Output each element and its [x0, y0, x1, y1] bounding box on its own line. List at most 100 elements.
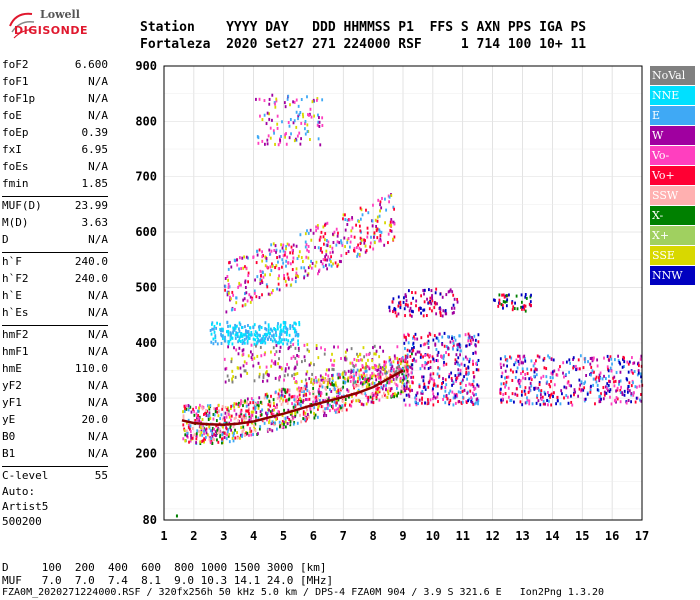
echo-point	[279, 138, 282, 142]
echo-point	[282, 400, 284, 404]
echo-point	[403, 335, 406, 339]
echo-point	[373, 344, 376, 348]
echo-point	[524, 293, 527, 297]
echo-point	[283, 338, 285, 342]
echo-point	[546, 380, 549, 384]
echo-point	[433, 379, 436, 383]
echo-point	[429, 360, 432, 364]
echo-point	[261, 337, 264, 341]
echo-point	[303, 386, 305, 390]
echo-point	[455, 376, 458, 380]
echo-point	[445, 362, 448, 366]
echo-point	[292, 256, 295, 260]
echo-point	[584, 360, 586, 364]
echo-point	[274, 390, 277, 394]
echo-point	[436, 392, 439, 396]
echo-point	[283, 422, 285, 426]
echo-point	[235, 301, 238, 305]
echo-point	[294, 372, 297, 376]
echo-point	[500, 375, 503, 379]
echo-point	[296, 387, 299, 391]
echo-point	[255, 344, 257, 348]
echo-point	[243, 337, 246, 341]
echo-point	[403, 358, 406, 362]
echo-point	[421, 401, 423, 405]
echo-point	[209, 429, 212, 433]
echo-point	[543, 356, 546, 360]
echo-point	[436, 336, 439, 340]
echo-point	[357, 219, 359, 223]
echo-point	[211, 437, 214, 441]
echo-point	[211, 426, 214, 430]
param-name: MUF(D)	[2, 199, 42, 212]
echo-point	[189, 405, 192, 409]
echo-point	[472, 379, 475, 383]
echo-point	[353, 386, 355, 390]
echo-point	[278, 395, 281, 399]
echo-point	[283, 277, 286, 281]
echo-point	[190, 433, 192, 437]
echo-point	[185, 404, 187, 408]
echo-point	[404, 403, 407, 407]
echo-point	[226, 411, 229, 415]
echo-point	[328, 368, 330, 372]
echo-point	[620, 385, 622, 389]
echo-point	[401, 381, 404, 385]
echo-point	[369, 374, 372, 378]
echo-point	[498, 302, 501, 306]
echo-point	[242, 352, 245, 356]
echo-point	[335, 408, 338, 412]
echo-point	[392, 392, 395, 396]
echo-point	[264, 327, 267, 331]
echo-point	[452, 396, 455, 400]
echo-point	[605, 391, 608, 395]
echo-point	[258, 365, 261, 369]
echo-point	[280, 135, 282, 139]
echo-point	[405, 393, 408, 397]
echo-point	[403, 369, 406, 373]
echo-point	[286, 362, 289, 366]
echo-point	[333, 345, 335, 349]
echo-point	[229, 334, 232, 338]
echo-point	[388, 195, 391, 199]
echo-point	[209, 404, 212, 408]
echo-point	[327, 381, 330, 385]
echo-point	[272, 242, 275, 246]
echo-point	[522, 305, 525, 309]
echo-point	[437, 359, 439, 363]
echo-point	[397, 295, 400, 299]
echo-point	[284, 388, 286, 392]
echo-point	[454, 338, 457, 342]
echo-point	[377, 368, 380, 372]
echo-point	[607, 384, 610, 388]
echo-point	[595, 380, 598, 384]
echo-point	[182, 410, 184, 414]
echo-point	[183, 429, 186, 433]
echo-point	[238, 346, 241, 350]
echo-point	[250, 429, 253, 433]
echo-point	[563, 385, 566, 389]
echo-point	[402, 359, 405, 363]
echo-point	[514, 392, 517, 396]
echo-point	[344, 378, 347, 382]
echo-point	[368, 367, 371, 371]
echo-point	[239, 373, 242, 377]
legend-item: Vo-	[650, 146, 695, 165]
echo-point	[453, 306, 456, 310]
echo-point	[409, 313, 412, 317]
echo-point	[293, 376, 295, 380]
echo-point	[296, 372, 299, 376]
echo-point	[296, 134, 299, 138]
echo-point	[270, 359, 273, 363]
echo-point	[276, 256, 278, 260]
echo-point	[210, 332, 213, 336]
echo-point	[201, 405, 204, 409]
echo-point	[412, 296, 414, 300]
echo-point	[338, 407, 341, 411]
echo-point	[244, 279, 247, 283]
echo-point	[341, 404, 344, 408]
echo-point	[279, 325, 282, 329]
echo-point	[226, 290, 229, 294]
echo-point	[407, 341, 410, 345]
x-tick-label: 3	[220, 529, 227, 543]
